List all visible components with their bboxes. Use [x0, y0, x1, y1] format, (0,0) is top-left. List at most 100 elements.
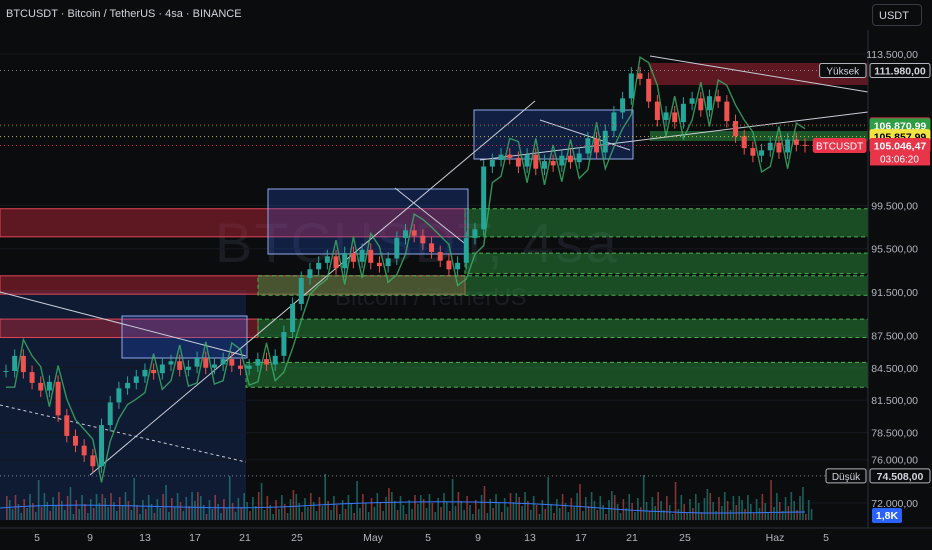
candle-body: [559, 155, 565, 166]
candle-body: [663, 112, 669, 120]
volume-bar: [298, 503, 300, 520]
volume-bar: [787, 506, 790, 520]
volume-bar: [373, 507, 376, 520]
volume-bar: [173, 507, 176, 520]
volume-bar: [254, 506, 257, 520]
volume-bar: [590, 492, 593, 520]
volume-bar: [764, 503, 767, 520]
candle-body: [646, 78, 652, 102]
volume-bar: [556, 499, 558, 520]
trend-line: [649, 55, 869, 93]
volume-bar: [136, 505, 138, 520]
volume-bar: [454, 506, 457, 520]
volume-bar: [642, 475, 645, 520]
volume-bar: [353, 513, 355, 520]
volume-bar: [414, 495, 416, 520]
demand-zone: [464, 208, 869, 238]
volume-bar: [524, 492, 526, 520]
demand-zone: [245, 361, 869, 388]
volume-bar: [515, 493, 518, 520]
candle-body: [368, 249, 374, 263]
volume-bar: [501, 512, 503, 520]
volume-bar: [446, 502, 448, 520]
candle-body: [194, 358, 200, 367]
volume-bar: [46, 502, 49, 520]
volume-bar: [460, 501, 463, 520]
candle-body: [298, 277, 304, 304]
volume-bar: [749, 504, 752, 520]
candle-body: [628, 73, 634, 99]
volume-bar: [466, 496, 468, 520]
volume-bar: [726, 501, 729, 520]
volume-bar: [87, 513, 89, 520]
volume-bar: [718, 497, 720, 520]
y-tick-label: 84.500,00: [871, 363, 918, 375]
volume-bar: [228, 476, 231, 520]
candle-body: [507, 154, 513, 158]
volume-bar: [356, 481, 358, 520]
candle-body: [46, 381, 52, 391]
candle-body: [376, 262, 382, 267]
x-tick-label: 21: [626, 532, 638, 544]
candle-body: [168, 361, 174, 365]
volume-bar: [382, 511, 384, 520]
volume-bar: [738, 496, 741, 520]
volume-bar: [113, 502, 115, 520]
volume-bar: [602, 505, 604, 520]
symbol-header[interactable]: BTCUSDT · Bitcoin / TetherUS · 4sa · BIN…: [6, 8, 242, 20]
volume-bar: [52, 497, 54, 520]
volume-bar: [234, 512, 237, 520]
volume-bar: [692, 508, 694, 520]
volume-bar: [324, 474, 327, 520]
candle-body: [455, 262, 461, 270]
volume-bar: [422, 499, 425, 520]
volume-bar: [457, 492, 460, 520]
volume-bar: [448, 511, 451, 520]
volume-bar: [495, 494, 497, 520]
volume-bar: [582, 511, 584, 520]
volume-bar: [269, 505, 272, 520]
x-tick-label: 13: [524, 532, 536, 544]
volume-bar: [402, 505, 405, 520]
candle-body: [793, 139, 799, 145]
volume-bar: [683, 504, 686, 520]
x-tick-label: 9: [87, 532, 93, 544]
volume-bar: [43, 493, 46, 520]
volume-bar: [110, 493, 112, 520]
candle-body: [177, 361, 183, 370]
volume-bar: [628, 494, 631, 520]
volume-bar: [223, 499, 225, 520]
volume-bar: [408, 500, 410, 520]
volume-bar: [518, 497, 521, 520]
volume-bar: [370, 498, 373, 520]
range-box: [267, 188, 469, 255]
volume-bar: [249, 511, 251, 520]
volume-bar: [205, 514, 208, 520]
volume-bar: [72, 514, 75, 520]
y-tick-label: 95.500,00: [871, 244, 918, 256]
candle-body: [64, 415, 70, 436]
volume-bar: [6, 496, 8, 520]
currency-selector[interactable]: USDT: [872, 4, 922, 26]
volume-bar: [663, 510, 665, 520]
candle-body: [585, 138, 591, 154]
volume-bar: [283, 504, 286, 520]
volume-bar: [425, 508, 428, 520]
volume-bar: [443, 493, 445, 520]
volume-bar: [367, 512, 370, 520]
volume-bar: [747, 495, 749, 520]
price-tag-label: Yüksek: [826, 66, 860, 77]
price-tag-label: Düşük: [832, 472, 861, 483]
candle-body: [229, 359, 235, 366]
volume-bar: [810, 509, 813, 520]
volume-bar: [304, 498, 306, 520]
volume-bar: [226, 508, 228, 520]
candle-body: [481, 166, 487, 230]
volume-bar: [11, 509, 14, 520]
volume-bar: [805, 514, 807, 520]
y-tick-label: 91.500,00: [871, 287, 918, 299]
price-tag-bg: [869, 62, 931, 78]
volume-bar: [677, 509, 680, 520]
